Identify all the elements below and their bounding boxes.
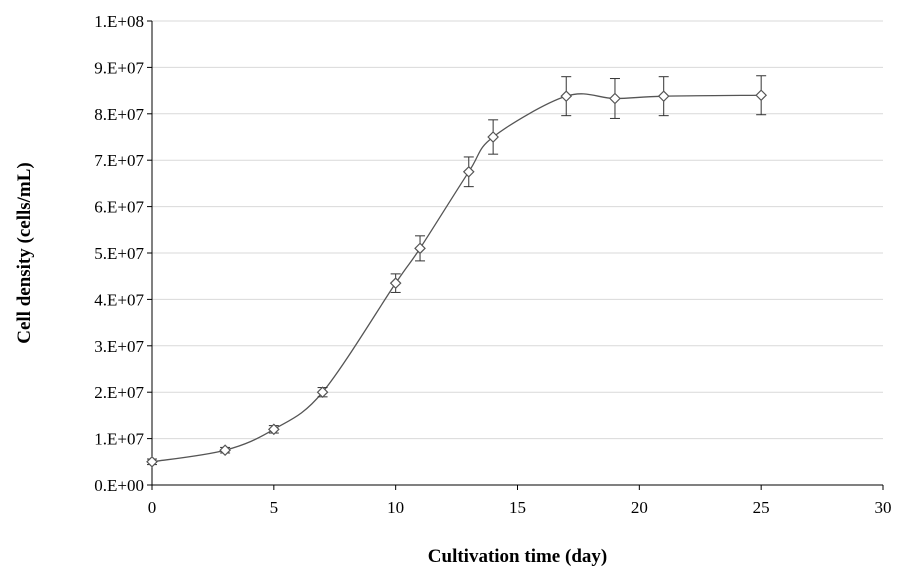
error-bars [147,75,767,466]
data-point-marker [462,165,475,178]
y-tick-label: 6.E+07 [94,198,144,217]
data-point-marker [316,386,329,399]
x-tick-label: 25 [753,498,770,517]
gridlines [152,20,883,440]
series-curve [151,93,762,463]
axes [147,20,884,490]
data-point-marker [146,455,158,468]
data-point-marker [609,92,621,105]
x-tick-label: 20 [631,498,648,517]
y-tick-labels: 0.E+00 1.E+07 2.E+07 3.E+07 4.E+07 5.E+07 6.E+… [94,12,144,495]
series-line [151,93,762,463]
data-point-marker [755,89,768,102]
data-point-marker [219,444,231,457]
y-tick-label: 3.E+07 [94,337,144,356]
data-markers [146,89,768,468]
y-tick-label: 5.E+07 [94,244,144,263]
y-tick-label: 4.E+07 [94,290,144,309]
x-tick-label: 15 [509,498,526,517]
y-tick-label: 9.E+07 [94,58,144,77]
x-tick-label: 0 [148,498,157,517]
y-tick-label: 1.E+07 [94,430,144,449]
y-tick-label: 8.E+07 [94,105,144,124]
y-tick-label: 1.E+08 [94,12,144,31]
data-point-marker [414,242,426,255]
data-point-marker [389,277,402,290]
data-point-marker [487,131,499,143]
x-tick-label: 5 [270,498,279,517]
data-point-marker [657,90,670,103]
data-point-marker [560,90,573,103]
x-axis-title: Cultivation time (day) [428,546,607,567]
x-tick-label: 10 [387,498,404,517]
x-tick-labels: 0 5 10 15 20 25 30 [148,498,892,517]
y-tick-label: 0.E+00 [94,476,144,495]
y-axis-title: Cell density (cells/mL) [14,162,35,344]
data-point-marker [267,423,280,436]
x-tick-label: 30 [875,498,892,517]
y-tick-label: 7.E+07 [94,151,144,170]
y-tick-label: 2.E+07 [94,383,144,402]
